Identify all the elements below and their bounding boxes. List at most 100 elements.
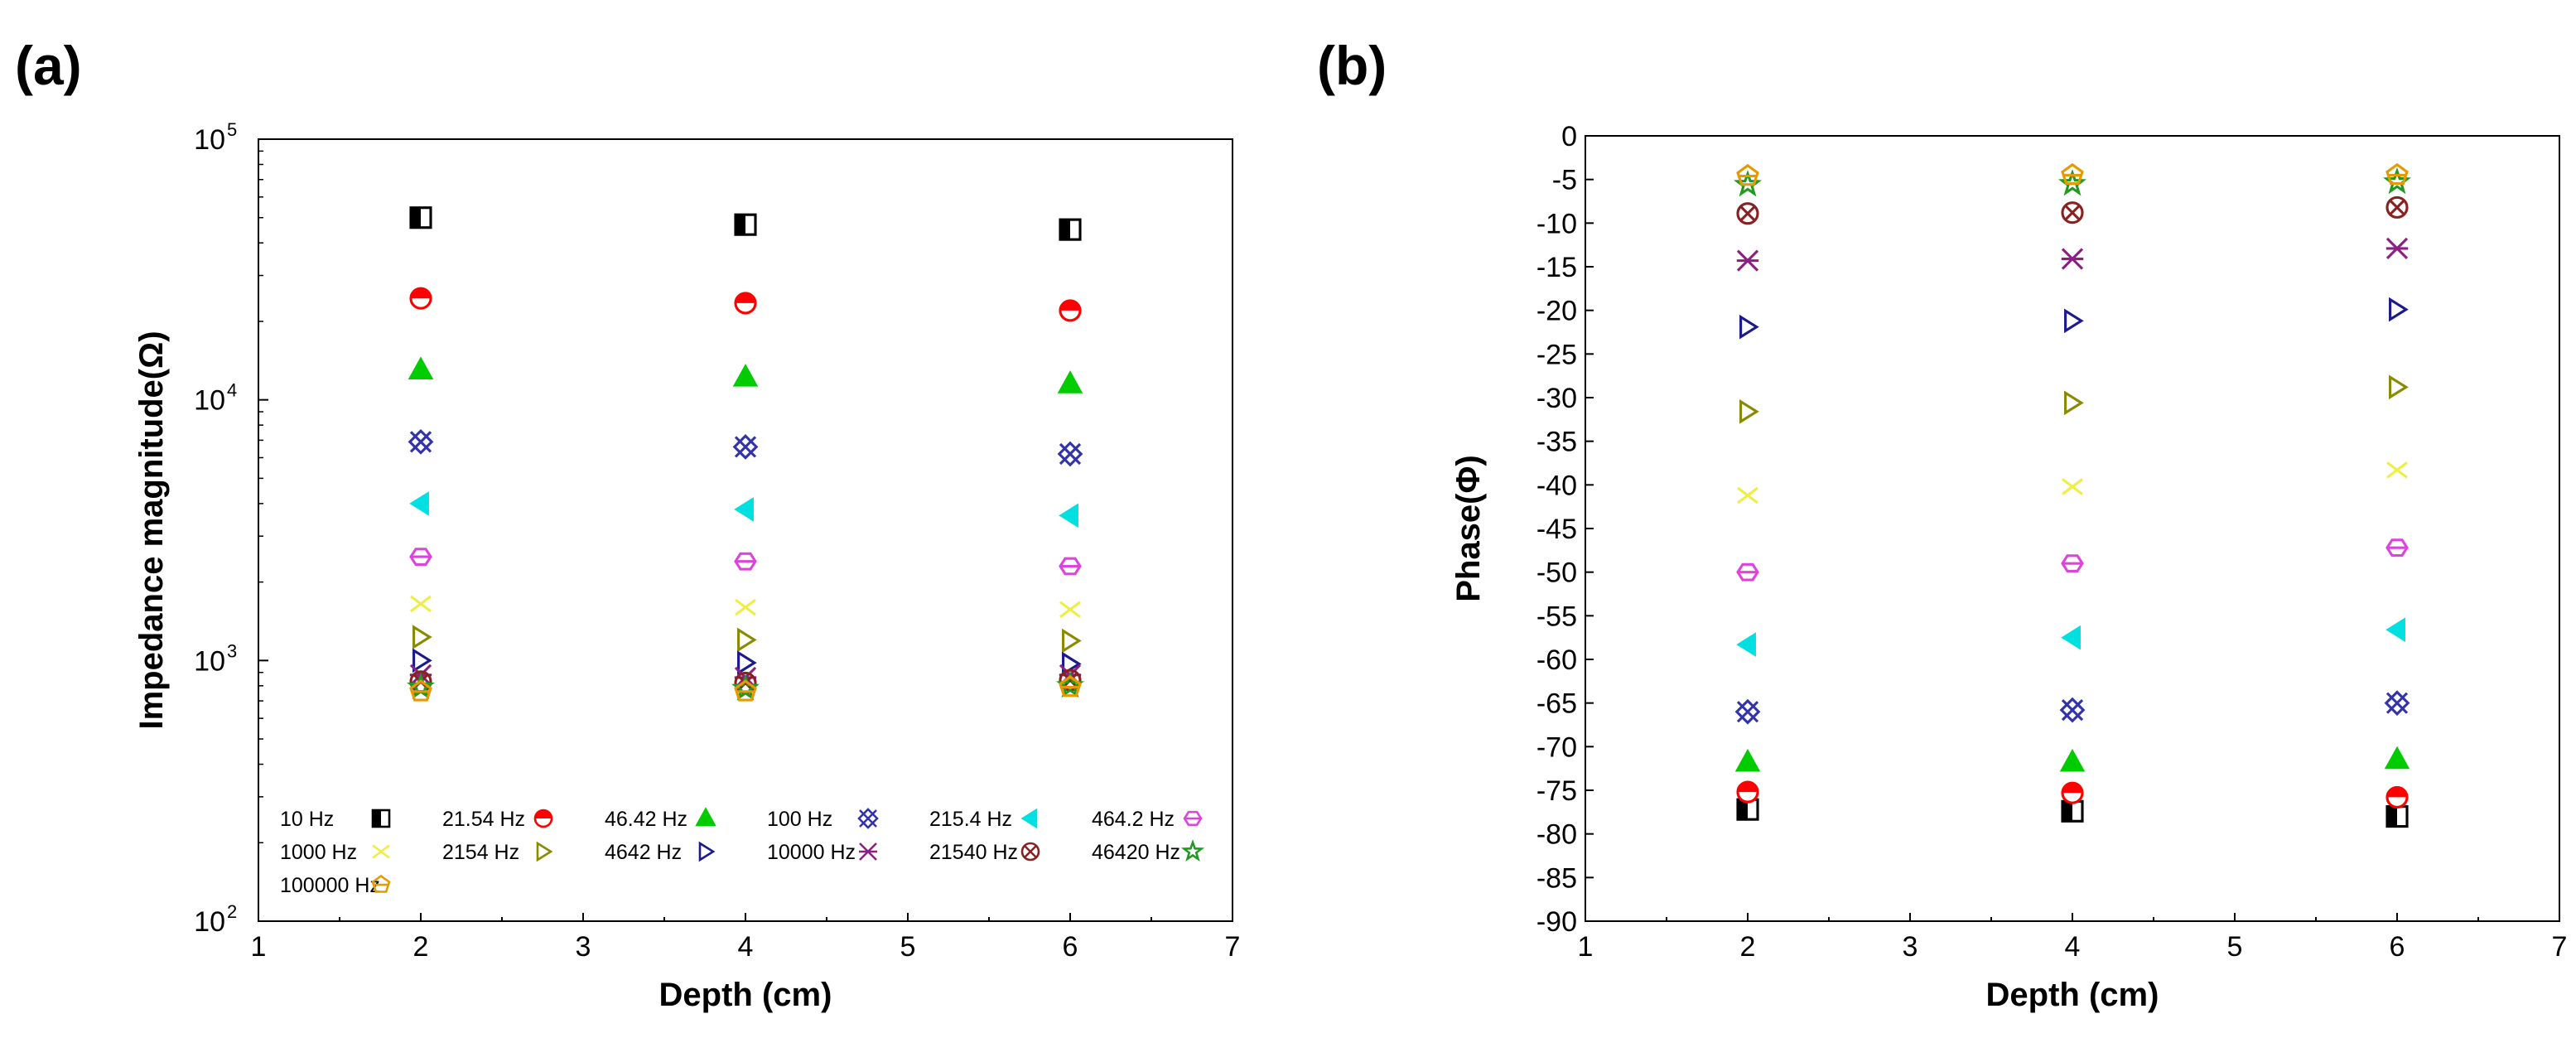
x-tick-label: 5 <box>2227 931 2243 963</box>
data-point <box>732 434 759 460</box>
data-point <box>2061 781 2084 804</box>
data-point <box>1059 299 1082 322</box>
data-point <box>2062 478 2083 495</box>
data-point <box>412 625 432 649</box>
data-point <box>734 552 757 571</box>
legend: 10 Hz 21.54 Hz 46.42 Hz 100 Hz 215.4 Hz 464.2… <box>280 807 1205 897</box>
data-point <box>2385 785 2409 809</box>
data-point <box>734 292 757 315</box>
data-point <box>2384 746 2410 770</box>
data-point <box>1057 441 1083 467</box>
legend-label: 464.2 Hz <box>1092 808 1175 831</box>
data-point <box>2385 196 2409 219</box>
chart-b-phase: 1 2 3 4 5 6 7 0 -5 -10 -15 -20 -25 -30 -35 -40 -45 -50 -55… <box>1450 121 2567 1013</box>
data-point <box>1734 748 1761 772</box>
data-point <box>2061 248 2084 270</box>
legend-marker <box>695 807 716 827</box>
x-tick-label: 2 <box>1740 931 1756 963</box>
data-point <box>731 673 760 701</box>
legend-marker <box>371 809 391 828</box>
y-tick-exponent: 3 <box>227 640 237 661</box>
legend-label: 21.54 Hz <box>442 808 525 831</box>
y-tick-exponent: 5 <box>227 119 237 140</box>
y-tick-label: -80 <box>1536 819 1577 851</box>
y-tick-label: 10 <box>194 906 225 938</box>
legend-label: 100000 Hz <box>280 874 380 897</box>
data-point <box>409 491 429 516</box>
data-point <box>734 497 754 522</box>
x-tick-label: 1 <box>1578 931 1594 963</box>
y-tick-exponent: 4 <box>227 380 237 401</box>
data-point <box>408 428 434 455</box>
data-point <box>1736 249 1759 272</box>
data-point <box>737 650 757 675</box>
y-tick-label: -10 <box>1536 208 1577 239</box>
data-point <box>2385 237 2409 259</box>
legend-marker <box>1020 842 1040 862</box>
legend-marker <box>372 844 390 859</box>
legend-label: 46.42 Hz <box>605 808 687 831</box>
data-point <box>1734 698 1761 725</box>
data-point <box>1739 314 1759 340</box>
data-point <box>412 648 432 673</box>
y-tick-label: 10 <box>194 385 225 417</box>
legend-label: 21540 Hz <box>929 841 1018 864</box>
data-point <box>2061 162 2084 186</box>
data-point <box>734 213 757 236</box>
x-tick-label: 4 <box>2065 931 2081 963</box>
y-axis-title: Phase(Φ) <box>1450 455 1487 601</box>
y-tick-label: -60 <box>1536 644 1577 676</box>
x-axis-title: Depth (cm) <box>659 977 832 1013</box>
legend-marker <box>1020 808 1038 829</box>
data-point <box>1059 218 1082 241</box>
panel-b-label: (b) <box>1317 35 1387 96</box>
y-tick-label: -55 <box>1536 601 1577 632</box>
data-point <box>409 679 432 702</box>
y-tick-exponent: 2 <box>227 901 237 922</box>
data-point <box>737 627 757 653</box>
y-tick-label: -25 <box>1536 339 1577 370</box>
data-point <box>2385 538 2409 558</box>
data-point <box>2064 390 2084 416</box>
data-point <box>2385 805 2409 828</box>
data-point <box>1736 163 1759 186</box>
y-tick-label: -5 <box>1552 165 1577 196</box>
data-point <box>1059 675 1082 698</box>
x-tick-label: 1 <box>251 931 267 963</box>
legend-marker <box>859 842 877 861</box>
legend-label: 4642 Hz <box>605 841 682 864</box>
data-point <box>1736 202 1759 225</box>
x-tick-label: 3 <box>1903 931 1918 963</box>
data-point <box>2386 461 2408 479</box>
y-tick-label: -40 <box>1536 470 1577 501</box>
data-point <box>2384 690 2410 717</box>
legend-label: 1000 Hz <box>280 841 357 864</box>
y-tick-label: -20 <box>1536 296 1577 327</box>
x-tick-label: 7 <box>2552 931 2568 963</box>
x-tick-label: 6 <box>1063 931 1078 963</box>
y-tick-label: -50 <box>1536 558 1577 589</box>
x-tick-label: 3 <box>576 931 591 963</box>
y-tick-label: 10 <box>194 645 225 677</box>
data-point <box>409 206 432 229</box>
legend-marker <box>1183 810 1203 827</box>
legend-marker <box>536 841 553 862</box>
x-tick-label: 6 <box>2390 931 2405 963</box>
data-point <box>2385 617 2405 643</box>
y-tick-label: -90 <box>1536 906 1577 938</box>
data-point <box>2061 625 2081 650</box>
data-point <box>410 595 432 613</box>
legend-marker <box>533 809 553 828</box>
x-tick-label: 4 <box>738 931 754 963</box>
panel-a-label: (a) <box>15 35 82 96</box>
y-tick-label: 0 <box>1561 121 1577 152</box>
legend-label: 215.4 Hz <box>929 808 1012 831</box>
y-tick-label: -45 <box>1536 514 1577 545</box>
y-tick-label: -70 <box>1536 731 1577 763</box>
y-tick-label: 10 <box>194 124 225 156</box>
data-point <box>409 548 432 567</box>
legend-marker <box>857 808 879 829</box>
